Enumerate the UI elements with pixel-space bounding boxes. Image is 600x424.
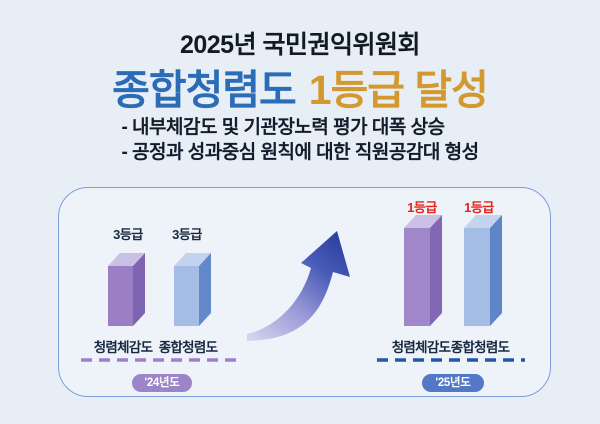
label-2024-cheongryeom-chegamdo: 청렴체감도 — [93, 340, 153, 355]
bullet-line-2: - 공정과 성과중심 원칙에 대한 직원공감대 형성 — [121, 142, 479, 163]
label-2024-jonghap-cheongryeomdo: 종합청렴도 — [158, 340, 218, 355]
grade-2024-bar2: 3등급 — [172, 227, 202, 242]
chart-panel: 3등급 3등급 1등급 1등급 청렴체감도 종합청렴도 청렴체감도 종합청렴도 … — [58, 187, 551, 397]
headline-part2: 1등급 달성 — [308, 67, 489, 113]
bar-2025-jonghap-cheongryeomdo — [464, 215, 502, 326]
label-2025-cheongryeom-chegamdo: 청렴체감도 — [391, 340, 451, 355]
grade-2024-bar1: 3등급 — [113, 227, 143, 242]
headline: 종합청렴도 1등급 달성 — [0, 56, 600, 116]
year-badge-2025: '25년도 — [422, 374, 484, 392]
bar-2024-jonghap-cheongryeomdo — [174, 253, 211, 326]
headline-part1: 종합청렴도 — [112, 67, 297, 113]
grade-2025-bar1: 1등급 — [407, 200, 437, 215]
grade-2025-bar2: 1등급 — [464, 200, 494, 215]
improvement-arrow-icon — [247, 231, 350, 341]
year-badge-2024: '24년도 — [132, 374, 192, 392]
label-2025-jonghap-cheongryeomdo: 종합청렴도 — [450, 340, 510, 355]
bar-2025-cheongryeom-chegamdo — [404, 215, 442, 326]
summary-bullets: - 내부체감도 및 기관장노력 평가 대폭 상승 - 공정과 성과중심 원칙에 … — [121, 115, 479, 165]
bar-2024-cheongryeom-chegamdo — [108, 253, 145, 326]
bullet-line-1: - 내부체감도 및 기관장노력 평가 대폭 상승 — [121, 117, 445, 138]
page-title: 2025년 국민권익위원회 — [179, 31, 421, 59]
bar-chart-graphic — [81, 215, 525, 362]
